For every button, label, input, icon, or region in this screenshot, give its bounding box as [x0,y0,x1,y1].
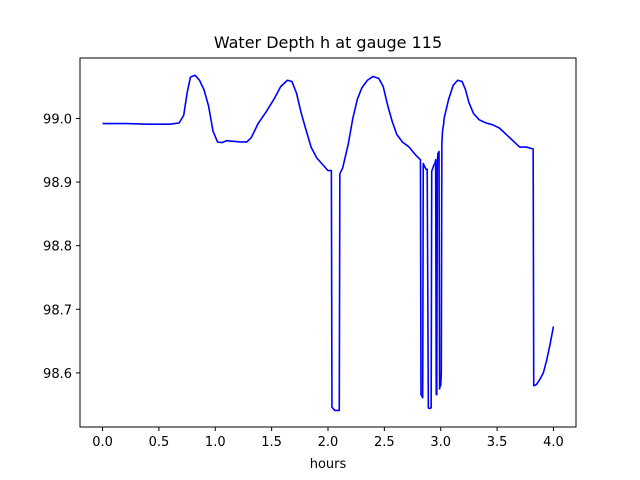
x-tick-label: 0.0 [92,435,113,450]
series-line-0 [102,74,555,412]
y-tick-label: 98.7 [43,303,72,318]
x-tick-label: 3.0 [430,435,451,450]
x-tick-label: 3.5 [487,435,508,450]
x-tick-label: 2.5 [374,435,395,450]
x-tick-label: 2.0 [318,435,339,450]
x-axis: 0.0 0.5 1.0 1.5 2.0 2.5 3.0 3.5 4.0 [92,427,564,450]
y-axis: 98.6 98.7 98.8 98.9 99.0 [43,112,80,382]
x-tick-label: 4.0 [543,435,564,450]
x-tick-label: 1.0 [205,435,226,450]
chart-title: Water Depth h at gauge 115 [214,33,442,52]
y-tick-label: 98.8 [43,240,72,255]
x-axis-label: hours [310,457,347,472]
y-tick-label: 98.6 [43,367,72,382]
y-tick-label: 99.0 [43,112,72,127]
x-tick-label: 1.5 [261,435,282,450]
x-tick-label: 0.5 [149,435,170,450]
y-tick-label: 98.9 [43,176,72,191]
plot-lines [102,74,555,412]
